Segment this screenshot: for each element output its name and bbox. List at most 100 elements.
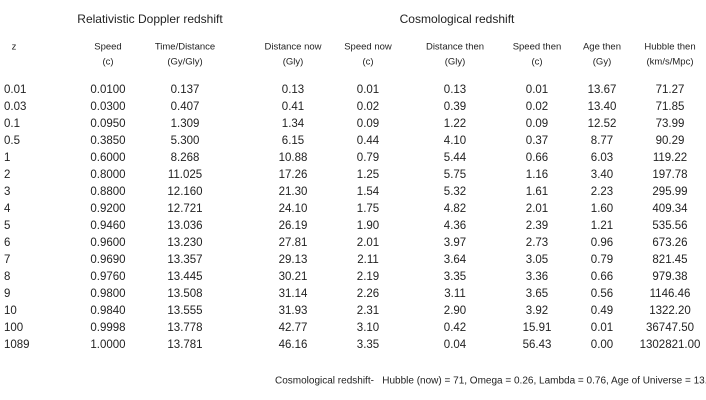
column-unit: (km/s/Mpc) bbox=[647, 57, 694, 68]
table-cell: 5.300 bbox=[171, 135, 200, 147]
table-cell: 3.40 bbox=[591, 169, 613, 181]
table-cell: 56.43 bbox=[523, 339, 552, 351]
table-cell: 0.79 bbox=[591, 254, 613, 266]
table-cell: 673.26 bbox=[652, 237, 687, 249]
table-cell: 3.36 bbox=[526, 271, 548, 283]
table-cell: 0.8800 bbox=[90, 186, 125, 198]
table-cell: 13.230 bbox=[167, 237, 202, 249]
table-cell: 0.01 bbox=[4, 84, 26, 96]
table-cell: 6 bbox=[4, 237, 10, 249]
table-cell: 10.88 bbox=[279, 152, 308, 164]
table-cell: 0.09 bbox=[357, 118, 379, 130]
table-cell: 0.96 bbox=[591, 237, 613, 249]
table-cell: 1322.20 bbox=[649, 305, 691, 317]
table-cell: 0.0300 bbox=[90, 101, 125, 113]
table-cell: 1.21 bbox=[591, 220, 613, 232]
table-cell: 0.02 bbox=[357, 101, 379, 113]
table-cell: 0.8000 bbox=[90, 169, 125, 181]
table-cell: 0.0950 bbox=[90, 118, 125, 130]
table-cell: 6.15 bbox=[282, 135, 304, 147]
table-cell: 1.16 bbox=[526, 169, 548, 181]
column-header: Hubble then bbox=[644, 42, 695, 53]
table-cell: 12.721 bbox=[167, 203, 202, 215]
table-cell: 13.67 bbox=[588, 84, 617, 96]
table-cell: 0.9840 bbox=[90, 305, 125, 317]
table-cell: 1.61 bbox=[526, 186, 548, 198]
table-cell: 0.407 bbox=[171, 101, 200, 113]
table-cell: 5.75 bbox=[444, 169, 466, 181]
table-cell: 3.64 bbox=[444, 254, 467, 266]
table-cell: 1146.46 bbox=[650, 288, 691, 300]
table-cell: 71.27 bbox=[656, 84, 685, 96]
table-cell: 0.9200 bbox=[90, 203, 125, 215]
table-cell: 0.02 bbox=[526, 101, 548, 113]
table-cell: 5.32 bbox=[444, 186, 466, 198]
table-cell: 0.13 bbox=[282, 84, 304, 96]
table-cell: 29.13 bbox=[279, 254, 308, 266]
table-cell: 1.60 bbox=[591, 203, 613, 215]
table-cell: 13.781 bbox=[167, 339, 202, 351]
table-cell: 0.04 bbox=[444, 339, 467, 351]
table-cell: 197.78 bbox=[652, 169, 687, 181]
column-unit: (Gly) bbox=[283, 57, 304, 68]
table-cell: 535.56 bbox=[652, 220, 687, 232]
column-unit: (Gy/Gly) bbox=[167, 57, 202, 68]
table-cell: 0.0100 bbox=[90, 84, 125, 96]
table-cell: 13.778 bbox=[167, 322, 202, 334]
table-cell: 3.35 bbox=[444, 271, 466, 283]
table-cell: 7 bbox=[4, 254, 10, 266]
table-cell: 3.35 bbox=[357, 339, 379, 351]
table-cell: 0.6000 bbox=[90, 152, 125, 164]
table-cell: 1.90 bbox=[357, 220, 379, 232]
table-cell: 8.77 bbox=[591, 135, 613, 147]
table-cell: 90.29 bbox=[656, 135, 685, 147]
table-cell: 13.036 bbox=[167, 220, 202, 232]
table-cell: 119.22 bbox=[653, 152, 687, 164]
table-cell: 3.65 bbox=[526, 288, 548, 300]
table-cell: 0.137 bbox=[171, 84, 200, 96]
table-cell: 0.03 bbox=[4, 101, 26, 113]
table-cell: 2.01 bbox=[357, 237, 379, 249]
table-cell: 2.19 bbox=[357, 271, 379, 283]
table-cell: 2 bbox=[4, 169, 10, 181]
table-cell: 1.309 bbox=[171, 118, 200, 130]
table-cell: 3 bbox=[4, 186, 10, 198]
table-cell: 0.00 bbox=[591, 339, 613, 351]
table-cell: 1.22 bbox=[444, 118, 466, 130]
table-cell: 0.56 bbox=[591, 288, 613, 300]
group-header: Cosmological redshift bbox=[400, 12, 515, 26]
table-cell: 17.26 bbox=[279, 169, 308, 181]
table-cell: 0.41 bbox=[282, 101, 304, 113]
table-cell: 9 bbox=[4, 288, 10, 300]
table-cell: 3.11 bbox=[444, 288, 466, 300]
column-header: Speed now bbox=[344, 42, 392, 53]
table-cell: 2.73 bbox=[526, 237, 548, 249]
table-cell: 2.01 bbox=[526, 203, 548, 215]
table-cell: 100 bbox=[4, 322, 23, 334]
table-cell: 1.54 bbox=[357, 186, 380, 198]
table-cell: 0.01 bbox=[591, 322, 613, 334]
table-cell: 13.555 bbox=[167, 305, 202, 317]
table-cell: 4.10 bbox=[444, 135, 466, 147]
column-header: Age then bbox=[583, 42, 621, 53]
table-cell: 0.01 bbox=[357, 84, 379, 96]
table-cell: 8 bbox=[4, 271, 10, 283]
table-cell: 4.36 bbox=[444, 220, 466, 232]
table-cell: 2.90 bbox=[444, 305, 466, 317]
table-cell: 12.160 bbox=[167, 186, 202, 198]
table-cell: 30.21 bbox=[279, 271, 308, 283]
table-cell: 10 bbox=[4, 305, 17, 317]
table-cell: 13.445 bbox=[167, 271, 202, 283]
table-cell: 1.34 bbox=[282, 118, 305, 130]
column-unit: (c) bbox=[362, 57, 373, 68]
table-cell: 0.1 bbox=[4, 118, 20, 130]
table-cell: 0.44 bbox=[357, 135, 380, 147]
table-cell: 3.97 bbox=[444, 237, 466, 249]
group-header: Relativistic Doppler redshift bbox=[77, 12, 223, 26]
table-cell: 6.03 bbox=[591, 152, 613, 164]
table-cell: 0.9760 bbox=[90, 271, 125, 283]
table-cell: 2.11 bbox=[357, 254, 379, 266]
column-unit: (c) bbox=[531, 57, 542, 68]
table-cell: 0.66 bbox=[526, 152, 548, 164]
